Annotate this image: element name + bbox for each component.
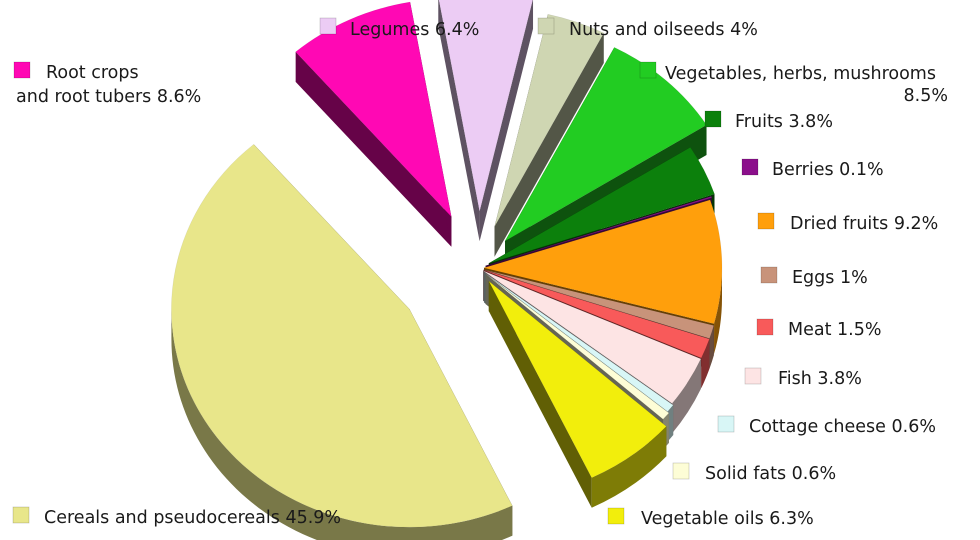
legend-swatch-meat [756, 318, 774, 336]
legend-label-fruits: Fruits 3.8% [735, 112, 833, 132]
legend-swatch-vegetables-herbs-mushrooms [639, 61, 657, 79]
slice-wall-vegetable-oils [488, 281, 592, 508]
slice-top-cereals-and-pseudocereals [171, 143, 513, 528]
legend-label-root-crops-and-root-tubers: Root crops [46, 63, 139, 83]
slice-top-berries [485, 196, 713, 266]
slice-wall-legumes [438, 0, 480, 242]
slice-top-fish [482, 270, 702, 404]
slice-side-vegetable-oils [591, 426, 667, 508]
legend-item-meat: Meat 1.5% [756, 318, 881, 340]
slice-vegetable-oils [488, 280, 667, 508]
legend-item-root-crops-and-root-tubers: Root crops and root tubers 8.6% [13, 61, 201, 107]
legend-swatch-solid-fats [672, 462, 690, 480]
legend-item-fruits: Fruits 3.8% [704, 110, 833, 132]
legend-swatch-vegetable-oils [607, 507, 625, 525]
slice-root-crops-and-root-tubers [295, 1, 452, 247]
legend-label-legumes: Legumes 6.4% [350, 20, 479, 40]
legend-label-meat: Meat 1.5% [788, 320, 881, 340]
legend-swatch-nuts-and-oilseeds [537, 17, 555, 35]
legend-item-berries: Berries 0.1% [741, 158, 884, 180]
legend-swatch-berries [741, 158, 759, 176]
legend-item-vegetable-oils: Vegetable oils 6.3% [607, 507, 814, 529]
legend-label-vegetables-herbs-mushrooms: Vegetables, herbs, mushrooms [665, 64, 936, 84]
legend-item-fish: Fish 3.8% [744, 367, 862, 389]
slice-top-vegetable-oils [488, 280, 667, 479]
legend-label-cottage-cheese: Cottage cheese 0.6% [749, 417, 936, 437]
slice-wall-legumes [479, 0, 534, 242]
slice-top-vegetables-herbs-mushrooms [504, 46, 707, 242]
legend-label-vegetables-herbs-mushrooms-line2: 8.5% [904, 86, 948, 106]
legend-item-cottage-cheese: Cottage cheese 0.6% [717, 415, 936, 437]
slice-side-eggs [709, 325, 714, 369]
legend: Legumes 6.4% Nuts and oilseeds 4% Vegetabl… [12, 17, 948, 529]
slice-top-dried-fruits [482, 199, 723, 325]
legend-label-berries: Berries 0.1% [772, 160, 884, 180]
slice-wall-root-crops-and-root-tubers [295, 51, 452, 247]
slice-cereals-and-pseudocereals [171, 143, 513, 540]
slice-top-meat [483, 269, 710, 359]
legend-label-solid-fats: Solid fats 0.6% [705, 464, 836, 484]
slice-top-legumes [438, 0, 534, 212]
slice-top-fruits [488, 146, 715, 264]
legend-label-vegetable-oils: Vegetable oils 6.3% [641, 509, 814, 529]
legend-label-cereals-and-pseudocereals: Cereals and pseudocereals 45.9% [44, 508, 341, 528]
legend-item-cereals-and-pseudocereals: Cereals and pseudocereals 45.9% [12, 506, 341, 528]
slice-top-solid-fats [485, 273, 670, 420]
pie-slices [171, 0, 723, 540]
legend-swatch-cereals-and-pseudocereals [12, 506, 30, 524]
legend-label-fish: Fish 3.8% [778, 369, 862, 389]
legend-label-eggs: Eggs 1% [792, 268, 868, 288]
slice-top-root-crops-and-root-tubers [295, 1, 452, 218]
slice-side-fish [672, 358, 701, 434]
slice-legumes [438, 0, 534, 242]
slice-wall-nuts-and-oilseeds [494, 33, 604, 257]
legend-item-legumes: Legumes 6.4% [319, 17, 479, 40]
legend-item-dried-fruits: Dried fruits 9.2% [757, 212, 938, 234]
slice-side-cereals-and-pseudocereals [171, 309, 513, 540]
legend-item-solid-fats: Solid fats 0.6% [672, 462, 836, 484]
legend-swatch-fruits [704, 110, 722, 128]
slice-top-cottage-cheese [484, 272, 674, 412]
legend-swatch-root-crops-and-root-tubers [13, 61, 31, 79]
slice-side-cottage-cheese [667, 405, 674, 442]
legend-label-root-crops-and-root-tubers-line2: and root tubers 8.6% [16, 87, 201, 107]
legend-swatch-cottage-cheese [717, 415, 735, 433]
slice-top-nuts-and-oilseeds [494, 13, 605, 227]
slice-side-meat [701, 338, 710, 389]
slice-top-eggs [483, 269, 715, 339]
legend-item-nuts-and-oilseeds: Nuts and oilseeds 4% [537, 17, 758, 40]
legend-swatch-fish [744, 367, 762, 385]
legend-label-dried-fruits: Dried fruits 9.2% [790, 214, 938, 234]
slice-side-dried-fruits [714, 267, 722, 354]
legend-swatch-legumes [319, 17, 337, 35]
slice-nuts-and-oilseeds [494, 13, 605, 257]
legend-swatch-eggs [760, 266, 778, 284]
legend-item-eggs: Eggs 1% [760, 266, 868, 288]
legend-swatch-dried-fruits [757, 212, 775, 230]
legend-label-nuts-and-oilseeds: Nuts and oilseeds 4% [569, 20, 758, 40]
